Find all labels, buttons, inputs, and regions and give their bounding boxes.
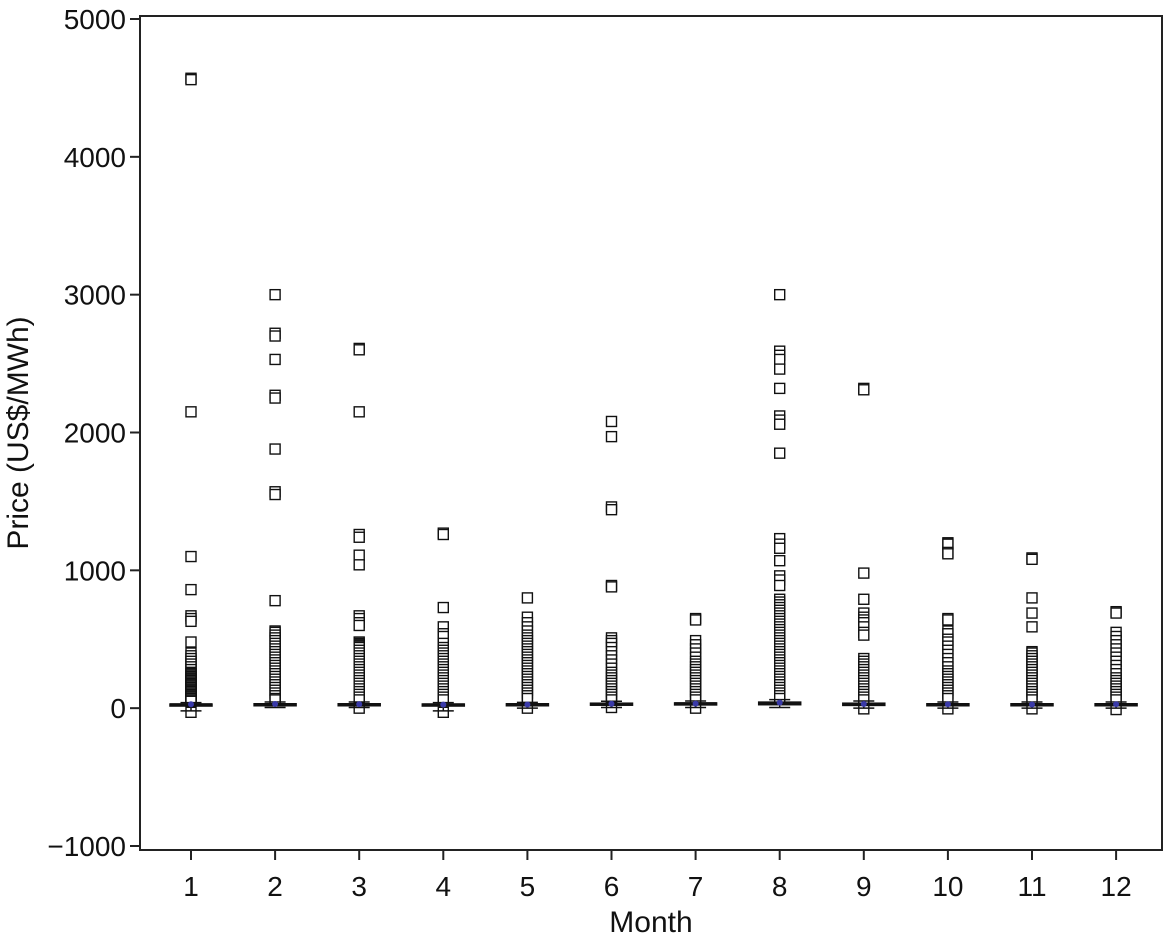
outlier-point: [858, 593, 870, 605]
outliers-layer: [185, 72, 1122, 719]
x-tick-label: 7: [688, 871, 704, 902]
outlier-point: [942, 614, 954, 626]
y-tick-label: 5000: [64, 4, 126, 35]
outlier-point: [774, 542, 786, 554]
plot-area: [139, 15, 1163, 851]
x-tick-label: 2: [267, 871, 283, 902]
x-tick-label: 9: [856, 871, 872, 902]
x-tick-label: 8: [772, 871, 788, 902]
outlier-point: [1026, 607, 1038, 619]
plot-frame: [139, 15, 1163, 851]
outlier-point: [269, 443, 281, 455]
outlier-point: [185, 615, 197, 628]
y-tick-label: 2000: [64, 418, 126, 449]
outlier-point: [353, 531, 365, 543]
boxes-layer: [169, 698, 1138, 712]
outlier-point: [858, 384, 870, 396]
outlier-point: [437, 528, 449, 541]
box-mean-marker: [272, 701, 279, 708]
outlier-point: [353, 344, 365, 356]
outlier-point: [269, 353, 281, 366]
outlier-point: [774, 447, 786, 459]
y-tick-label: 1000: [64, 555, 126, 586]
outlier-point: [774, 353, 786, 366]
outlier-point: [605, 430, 618, 443]
outlier-point: [521, 592, 534, 604]
outlier-point: [774, 288, 786, 301]
outlier-point: [774, 363, 786, 375]
outlier-point: [858, 567, 870, 579]
box-mean-marker: [188, 701, 194, 708]
outlier-point: [269, 330, 281, 342]
x-axis-title: Month: [609, 906, 692, 939]
outlier-point: [774, 554, 786, 567]
box-mean-marker: [692, 700, 699, 707]
y-tick-label: 0: [110, 693, 126, 724]
x-axis: 1 2 3 4 5 6 7 8 9 10 11 12: [183, 850, 1132, 902]
outlier-point: [1026, 621, 1038, 633]
outlier-point: [605, 503, 618, 516]
outlier-point: [269, 392, 281, 404]
y-tick-label: −1000: [47, 831, 126, 862]
box-mean-marker: [1113, 701, 1120, 708]
box-mean-marker: [356, 701, 363, 708]
outlier-point: [185, 583, 197, 596]
box-mean-marker: [440, 701, 447, 708]
outlier-point: [689, 614, 702, 626]
outlier-point: [353, 406, 365, 418]
outlier-point: [858, 629, 870, 641]
outlier-point: [1110, 607, 1122, 619]
y-axis-title: Price (US$/MWh): [2, 316, 35, 549]
x-tick-label: 1: [183, 871, 199, 902]
outlier-point: [269, 488, 281, 501]
x-tick-label: 5: [520, 871, 536, 902]
x-tick-label: 6: [604, 871, 620, 902]
box-mean-marker: [1029, 701, 1035, 708]
outlier-point: [1026, 553, 1038, 566]
y-tick-label: 4000: [64, 142, 126, 173]
box-mean-marker: [608, 700, 615, 707]
outlier-point: [185, 550, 197, 563]
box-mean-marker: [524, 701, 531, 708]
x-tick-label: 3: [351, 871, 367, 902]
x-tick-label: 10: [932, 871, 963, 902]
outlier-point: [269, 288, 281, 301]
outlier-point: [185, 636, 197, 648]
outlier-point: [269, 594, 281, 607]
outlier-point: [942, 548, 954, 560]
x-tick-label: 12: [1101, 871, 1132, 902]
outlier-point: [185, 73, 197, 86]
outlier-point: [774, 418, 786, 430]
outlier-point: [437, 601, 449, 614]
outlier-point: [353, 559, 365, 571]
box-mean-marker: [944, 701, 951, 708]
outlier-point: [774, 382, 786, 395]
y-axis: −1000 0 1000 2000 3000 4000 5000: [47, 4, 140, 862]
outlier-point: [774, 579, 786, 592]
outlier-point: [605, 415, 618, 428]
x-tick-label: 4: [436, 871, 452, 902]
outlier-point: [1026, 592, 1038, 604]
y-tick-label: 3000: [64, 280, 126, 311]
box-mean-marker: [860, 701, 867, 708]
x-tick-label: 11: [1017, 871, 1046, 902]
outlier-point: [185, 406, 197, 418]
outlier-point: [353, 619, 365, 632]
box-mean-marker: [776, 699, 783, 706]
outlier-point: [353, 549, 365, 561]
outlier-point: [605, 581, 618, 593]
